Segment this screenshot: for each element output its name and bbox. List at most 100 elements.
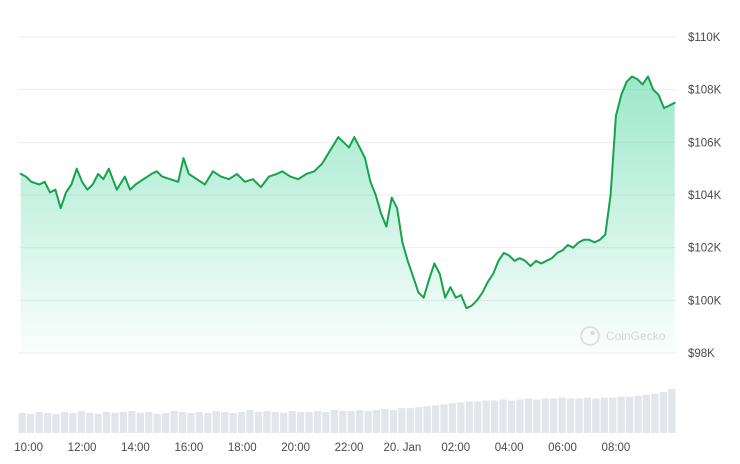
volume-bar (221, 412, 228, 433)
volume-bar (474, 401, 481, 433)
volume-bar (204, 413, 211, 433)
volume-bar (567, 399, 574, 433)
volume-bar (381, 409, 388, 433)
x-tick-label: 08:00 (602, 442, 631, 454)
volume-bar (331, 410, 338, 433)
x-tick-label: 02:00 (441, 442, 470, 454)
watermark-text: CoinGecko (606, 329, 666, 343)
volume-bar (432, 405, 439, 433)
volume-bar (229, 413, 236, 433)
y-tick-label: $110K (688, 32, 721, 44)
volume-bar (533, 400, 540, 433)
volume-bar (238, 412, 245, 433)
volume-bar (179, 412, 186, 433)
volume-bar (27, 414, 34, 433)
volume-bar (390, 410, 397, 433)
y-tick-label: $106K (688, 137, 722, 149)
x-axis: 10:00 12:00 14:00 16:00 18:00 20:00 22:00 20. J… (14, 442, 630, 454)
volume-bar (297, 412, 304, 433)
volume-bar (69, 413, 76, 433)
volume-bar (373, 410, 380, 433)
volume-bar (322, 412, 329, 433)
volume-bar (407, 408, 414, 433)
x-tick-label: 12:00 (68, 442, 97, 454)
volume-bar (154, 414, 161, 433)
y-tick-label: $98K (688, 348, 715, 360)
volume-bar (145, 412, 152, 433)
y-axis: $110K $108K $106K $104K $102K $100K $98K (688, 32, 722, 360)
y-tick-label: $108K (688, 85, 722, 97)
x-tick-label: 10:00 (14, 442, 43, 454)
volume-bar (246, 410, 253, 433)
volume-bar (483, 400, 490, 433)
volume-bar (196, 412, 203, 433)
x-tick-label: 18:00 (228, 442, 257, 454)
volume-bar (466, 401, 473, 433)
volume-bar (339, 411, 346, 433)
volume-bar (348, 411, 355, 433)
volume-bar (137, 413, 144, 433)
volume-bar (170, 411, 177, 433)
volume-bar (457, 402, 464, 433)
volume-bar (575, 399, 582, 433)
volume-bar (499, 400, 506, 433)
volume-bar (128, 411, 135, 433)
volume-bar (289, 411, 296, 433)
x-tick-label: 14:00 (121, 442, 150, 454)
volume-bar (415, 407, 422, 433)
volume-bar (213, 411, 220, 433)
x-tick-label: 22:00 (335, 442, 364, 454)
volume-bar (95, 414, 102, 433)
volume-bar (280, 413, 287, 433)
volume-bars (19, 389, 676, 433)
volume-bar (618, 397, 625, 433)
volume-bar (356, 410, 363, 433)
volume-bar (449, 403, 456, 433)
volume-bar (626, 397, 633, 433)
volume-bar (651, 394, 658, 433)
volume-bar (255, 412, 262, 433)
volume-bar (634, 396, 641, 433)
volume-bar (111, 413, 118, 433)
volume-bar (424, 406, 431, 433)
volume-bar (491, 400, 498, 433)
volume-bar (592, 399, 599, 433)
volume-bar (550, 399, 557, 433)
price-area (21, 77, 675, 354)
volume-bar (660, 392, 667, 433)
volume-bar (601, 398, 608, 433)
volume-bar (558, 398, 565, 433)
y-tick-label: $102K (688, 243, 722, 255)
x-tick-label: 16:00 (174, 442, 203, 454)
volume-bar (272, 412, 279, 433)
y-tick-label: $104K (688, 190, 722, 202)
volume-bar (398, 408, 405, 433)
volume-bar (103, 412, 110, 433)
x-tick-label: 04:00 (495, 442, 524, 454)
x-tick-label: 20. Jan (384, 442, 422, 454)
coingecko-logo-eye-icon (590, 331, 594, 335)
volume-bar (305, 412, 312, 433)
volume-bar (542, 399, 549, 433)
volume-bar (35, 412, 42, 433)
volume-bar (162, 413, 169, 433)
volume-bar (61, 412, 68, 433)
volume-bar (78, 411, 85, 433)
volume-bar (44, 413, 51, 433)
y-tick-label: $100K (688, 295, 722, 307)
volume-bar (440, 404, 447, 433)
volume-bar (52, 414, 59, 433)
volume-bar (187, 413, 194, 433)
volume-bar (525, 399, 532, 433)
volume-bar (668, 389, 675, 433)
volume-bar (643, 395, 650, 433)
volume-bar (508, 400, 515, 433)
volume-bar (516, 400, 523, 433)
volume-bar (86, 413, 93, 433)
x-tick-label: 20:00 (281, 442, 310, 454)
volume-bar (120, 412, 127, 433)
volume-bar (584, 398, 591, 433)
volume-bar (19, 413, 26, 433)
volume-bar (314, 411, 321, 433)
